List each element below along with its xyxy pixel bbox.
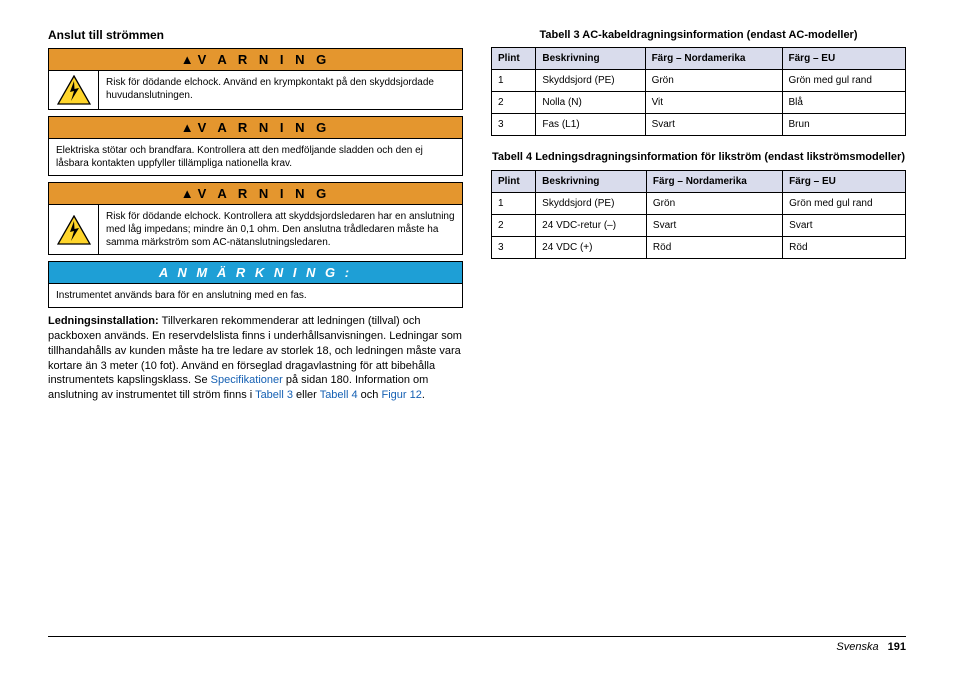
note-box: A N M Ä R K N I N G : Instrumentet använ… — [48, 261, 463, 308]
warning-label: V A R N I N G — [198, 52, 331, 67]
warning-text: Risk för dödande elchock. Kontrollera at… — [99, 205, 462, 254]
th-plint: Plint — [492, 48, 536, 70]
body-paragraph: Ledningsinstallation: Tillverkaren rekom… — [48, 314, 463, 403]
th-farg-na: Färg – Nordamerika — [646, 170, 782, 192]
warning-header: ▲V A R N I N G — [49, 49, 462, 71]
cell: Vit — [645, 92, 782, 114]
link-figur-12[interactable]: Figur 12 — [381, 389, 421, 401]
th-beskrivning: Beskrivning — [536, 170, 647, 192]
warning-label: V A R N I N G — [198, 120, 331, 135]
th-farg-na: Färg – Nordamerika — [645, 48, 782, 70]
cell: Svart — [646, 214, 782, 236]
cell: Skyddsjord (PE) — [536, 70, 645, 92]
cell: Grön — [646, 192, 782, 214]
cell: Nolla (N) — [536, 92, 645, 114]
table4-caption: Tabell 4 Ledningsdragningsinformation fö… — [491, 150, 906, 164]
note-header: A N M Ä R K N I N G : — [49, 262, 462, 284]
para-lead: Ledningsinstallation: — [48, 315, 162, 327]
para-text: eller — [293, 389, 320, 401]
cell: 2 — [492, 92, 536, 114]
cell: 3 — [492, 236, 536, 258]
th-plint: Plint — [492, 170, 536, 192]
link-specifikationer[interactable]: Specifikationer — [211, 374, 283, 386]
section-heading: Anslut till strömmen — [48, 28, 463, 42]
th-farg-eu: Färg – EU — [782, 48, 905, 70]
cell: Röd — [646, 236, 782, 258]
table-header-row: Plint Beskrivning Färg – Nordamerika Fär… — [492, 170, 906, 192]
footer-page-number: 191 — [888, 641, 906, 653]
th-beskrivning: Beskrivning — [536, 48, 645, 70]
warning-text: Elektriska stötar och brandfara. Kontrol… — [49, 139, 462, 175]
warning-box-1: ▲V A R N I N G Risk för dödande elchock.… — [48, 48, 463, 110]
cell: Blå — [782, 92, 905, 114]
cell: 2 — [492, 214, 536, 236]
table-row: 1 Skyddsjord (PE) Grön Grön med gul rand — [492, 192, 906, 214]
cell: 3 — [492, 114, 536, 136]
hazard-icon-cell — [49, 205, 99, 254]
table-row: 3 24 VDC (+) Röd Röd — [492, 236, 906, 258]
warning-box-3: ▲V A R N I N G Risk för dödande elchock.… — [48, 182, 463, 255]
cell: 1 — [492, 192, 536, 214]
table-row: 1 Skyddsjord (PE) Grön Grön med gul rand — [492, 70, 906, 92]
link-tabell-3[interactable]: Tabell 3 — [255, 389, 293, 401]
cell: 1 — [492, 70, 536, 92]
cell: Röd — [783, 236, 906, 258]
table-row: 3 Fas (L1) Svart Brun — [492, 114, 906, 136]
cell: Svart — [645, 114, 782, 136]
table-row: 2 Nolla (N) Vit Blå — [492, 92, 906, 114]
warning-box-2: ▲V A R N I N G Elektriska stötar och bra… — [48, 116, 463, 176]
page-footer: Svenska 191 — [48, 636, 906, 653]
warning-triangle-icon: ▲ — [181, 120, 198, 135]
table-row: 2 24 VDC-retur (–) Svart Svart — [492, 214, 906, 236]
cell: Fas (L1) — [536, 114, 645, 136]
cell: 24 VDC-retur (–) — [536, 214, 647, 236]
warning-triangle-icon: ▲ — [181, 52, 198, 67]
note-text: Instrumentet används bara för en anslutn… — [49, 284, 462, 307]
para-text: och — [358, 389, 382, 401]
cell: Brun — [782, 114, 905, 136]
warning-header: ▲V A R N I N G — [49, 117, 462, 139]
table3-caption: Tabell 3 AC-kabeldragningsinformation (e… — [491, 28, 906, 42]
th-farg-eu: Färg – EU — [783, 170, 906, 192]
warning-text: Risk för dödande elchock. Använd en krym… — [99, 71, 462, 109]
hazard-icon-cell — [49, 71, 99, 109]
cell: Grön — [645, 70, 782, 92]
cell: Svart — [783, 214, 906, 236]
footer-language: Svenska — [836, 641, 878, 653]
table4: Plint Beskrivning Färg – Nordamerika Fär… — [491, 170, 906, 259]
cell: Grön med gul rand — [782, 70, 905, 92]
warning-header: ▲V A R N I N G — [49, 183, 462, 205]
shock-hazard-icon — [57, 75, 91, 105]
cell: Skyddsjord (PE) — [536, 192, 647, 214]
table3: Plint Beskrivning Färg – Nordamerika Fär… — [491, 47, 906, 136]
link-tabell-4[interactable]: Tabell 4 — [320, 389, 358, 401]
table-header-row: Plint Beskrivning Färg – Nordamerika Fär… — [492, 48, 906, 70]
cell: Grön med gul rand — [783, 192, 906, 214]
warning-label: V A R N I N G — [198, 186, 331, 201]
shock-hazard-icon — [57, 215, 91, 245]
cell: 24 VDC (+) — [536, 236, 647, 258]
warning-triangle-icon: ▲ — [181, 186, 198, 201]
para-text: . — [422, 389, 425, 401]
